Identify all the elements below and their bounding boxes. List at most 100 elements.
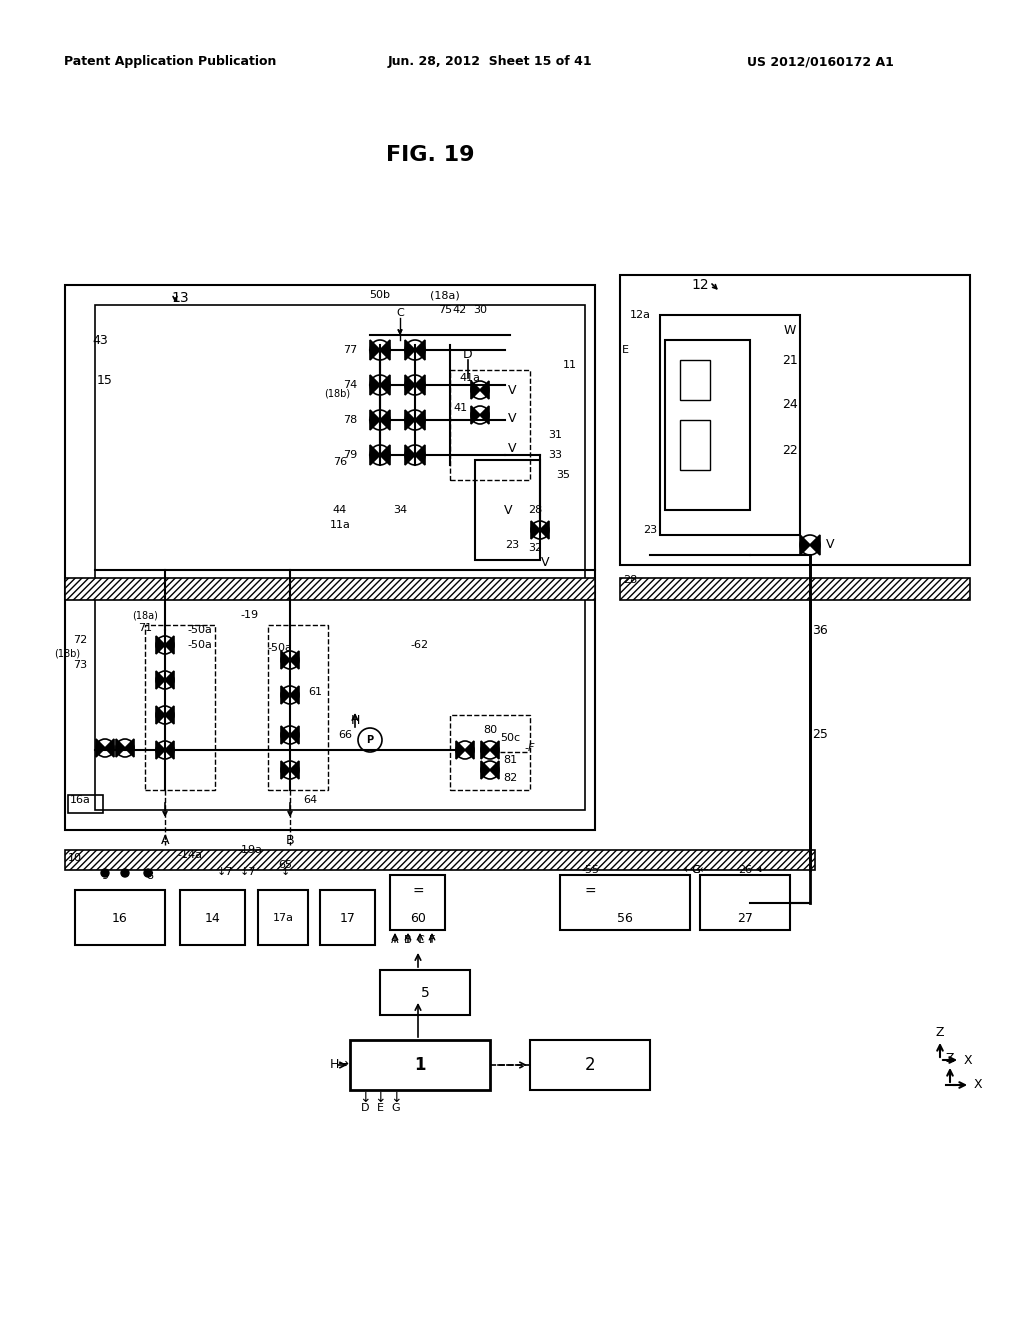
Text: 1: 1 — [415, 1056, 426, 1074]
Text: 16a: 16a — [70, 795, 90, 805]
Text: ↓: ↓ — [281, 867, 290, 876]
Bar — [145, 624, 215, 789]
Text: 13: 13 — [171, 290, 188, 305]
Polygon shape — [156, 741, 165, 759]
Text: 42: 42 — [453, 305, 467, 315]
Text: ↓7: ↓7 — [217, 867, 233, 876]
Text: 28: 28 — [623, 576, 637, 585]
Polygon shape — [370, 411, 380, 430]
Text: 30: 30 — [473, 305, 487, 315]
Text: E: E — [377, 1104, 384, 1113]
Text: FIG. 19: FIG. 19 — [386, 145, 474, 165]
Text: 56: 56 — [617, 912, 633, 924]
Polygon shape — [290, 686, 299, 704]
Text: 80: 80 — [483, 725, 497, 735]
Text: 27: 27 — [737, 912, 753, 924]
Text: 32: 32 — [528, 543, 542, 553]
Text: 34: 34 — [393, 506, 408, 515]
Polygon shape — [116, 739, 125, 756]
Polygon shape — [370, 445, 380, 465]
Polygon shape — [165, 671, 174, 689]
Text: 8: 8 — [146, 871, 154, 880]
Bar — [180, 890, 245, 945]
Text: 75: 75 — [438, 305, 452, 315]
Polygon shape — [156, 671, 165, 689]
Text: 77: 77 — [343, 345, 357, 355]
Circle shape — [144, 869, 152, 876]
Bar — [65, 850, 815, 870]
Bar — [475, 459, 540, 560]
Polygon shape — [156, 636, 165, 653]
Polygon shape — [406, 411, 415, 430]
Text: ↓: ↓ — [374, 1092, 386, 1105]
Text: V: V — [508, 441, 516, 454]
Text: 72: 72 — [73, 635, 87, 645]
Polygon shape — [380, 341, 390, 360]
Polygon shape — [490, 762, 499, 779]
Polygon shape — [370, 341, 380, 360]
Bar — [560, 875, 690, 931]
Text: (18b): (18b) — [324, 388, 350, 399]
Text: 12a: 12a — [630, 310, 650, 319]
Text: 24: 24 — [782, 399, 798, 412]
Text: 50b: 50b — [370, 290, 390, 300]
Text: 36: 36 — [812, 623, 827, 636]
Bar — [268, 624, 328, 789]
Bar — [95, 305, 585, 810]
Text: -50a: -50a — [267, 643, 293, 653]
Text: Jun. 28, 2012  Sheet 15 of 41: Jun. 28, 2012 Sheet 15 of 41 — [388, 55, 592, 69]
Text: 17: 17 — [340, 912, 356, 924]
Polygon shape — [810, 535, 820, 554]
Text: 23: 23 — [505, 540, 519, 550]
Text: V: V — [541, 556, 549, 569]
Text: V: V — [508, 384, 516, 396]
Text: (18a): (18a) — [430, 290, 460, 300]
Text: ←G: ←G — [684, 865, 702, 875]
Text: H→: H→ — [330, 1059, 350, 1072]
Polygon shape — [456, 741, 465, 759]
Text: 73: 73 — [73, 660, 87, 671]
Text: US 2012/0160172 A1: US 2012/0160172 A1 — [746, 55, 893, 69]
Bar — [665, 341, 750, 510]
Text: 15: 15 — [97, 374, 113, 387]
Text: (18a): (18a) — [132, 610, 158, 620]
Polygon shape — [290, 726, 299, 744]
Polygon shape — [480, 407, 489, 424]
Text: (18b): (18b) — [54, 648, 80, 657]
Text: X: X — [974, 1078, 982, 1092]
Bar — [390, 875, 445, 931]
Polygon shape — [465, 741, 474, 759]
Polygon shape — [96, 739, 105, 756]
Polygon shape — [406, 341, 415, 360]
Text: 79: 79 — [343, 450, 357, 459]
Text: 16: 16 — [112, 912, 128, 924]
Text: 33: 33 — [548, 450, 562, 459]
Text: 65: 65 — [278, 861, 292, 870]
Text: 82: 82 — [503, 774, 517, 783]
Text: 43: 43 — [92, 334, 108, 346]
Text: 41a: 41a — [460, 374, 480, 383]
Bar — [350, 1040, 490, 1090]
Text: 9: 9 — [101, 871, 109, 880]
Text: C: C — [396, 308, 403, 318]
Polygon shape — [406, 445, 415, 465]
Polygon shape — [290, 762, 299, 779]
Text: B: B — [286, 833, 294, 846]
Text: G←: G← — [691, 865, 709, 875]
Bar — [680, 360, 710, 400]
Text: -19a: -19a — [238, 845, 262, 855]
Text: 76: 76 — [333, 457, 347, 467]
Polygon shape — [290, 651, 299, 669]
Text: E: E — [622, 345, 629, 355]
Polygon shape — [281, 762, 290, 779]
Text: ↓: ↓ — [390, 1092, 401, 1105]
Text: -62: -62 — [411, 640, 429, 649]
Text: X: X — [964, 1053, 973, 1067]
Text: -14a: -14a — [177, 850, 203, 861]
Text: -50a: -50a — [187, 624, 212, 635]
Bar — [319, 890, 375, 945]
Polygon shape — [165, 741, 174, 759]
Text: 26: 26 — [738, 865, 752, 875]
Text: V: V — [825, 539, 835, 552]
Bar — [75, 890, 165, 945]
